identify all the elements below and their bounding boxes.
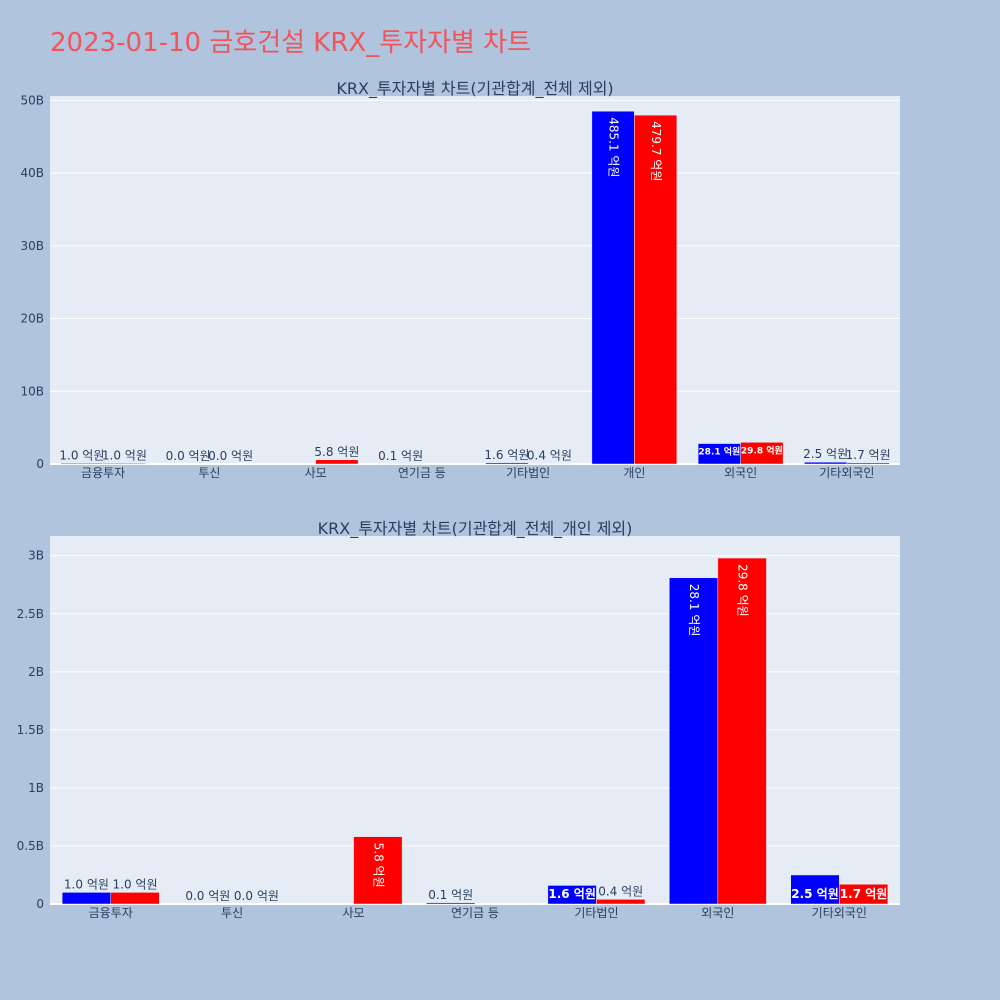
x-tick-label: 외국인	[701, 906, 734, 920]
plot-area	[50, 96, 900, 464]
x-tick-label: 개인	[623, 466, 645, 480]
chart-title: KRX_투자자별 차트(기관합계_전체_개인 제외)	[318, 519, 633, 539]
bar	[740, 442, 784, 465]
y-tick-label: 3B	[28, 549, 44, 563]
y-tick-label: 50B	[20, 93, 44, 107]
bar	[717, 557, 767, 905]
y-tick-label: 1.5B	[17, 723, 44, 737]
chart-bottom: KRX_투자자별 차트(기관합계_전체_개인 제외) 0 0.5B 1B 1.5B 2B 2…	[17, 519, 900, 920]
data-label: 0.0 억원	[166, 449, 211, 463]
x-tick-label: 사모	[305, 466, 327, 480]
bar	[634, 114, 678, 465]
x-tick-label: 투신	[221, 906, 243, 920]
data-label: 29.8 억원	[741, 444, 783, 456]
bar	[790, 874, 840, 905]
data-label: 1.7 억원	[846, 448, 891, 462]
data-label: 2.5 억원	[803, 447, 848, 461]
x-tick-label: 기타법인	[506, 466, 550, 480]
data-label: 1.0 억원	[102, 448, 147, 462]
x-tick-label: 외국인	[724, 466, 757, 480]
x-tick-label: 기타법인	[574, 906, 618, 920]
x-tick-label: 금융투자	[89, 906, 133, 920]
data-label: 2.5 억원	[791, 887, 839, 901]
data-label: 1.0 억원	[59, 448, 104, 462]
data-label: 0.1 억원	[378, 449, 423, 463]
y-tick-label: 1B	[28, 781, 44, 795]
data-label: 5.8 억원	[371, 843, 385, 888]
chart-top: KRX_투자자별 차트(기관합계_전체 제외) 0 10B 20B 30B 40B 50B 금…	[20, 79, 900, 480]
data-label: 0.0 억원	[234, 889, 279, 903]
bar	[596, 899, 646, 905]
data-label: 28.1 억원	[687, 584, 701, 637]
data-label: 1.7 억원	[840, 887, 888, 901]
data-label: 1.6 억원	[548, 887, 596, 901]
x-tick-label: 기타외국인	[819, 466, 874, 480]
bar	[426, 902, 476, 905]
x-tick-label: 금융투자	[81, 466, 125, 480]
y-tick-label: 0	[36, 897, 44, 911]
bar	[669, 577, 719, 905]
data-label: 0.4 억원	[598, 884, 643, 898]
page-title: 2023-01-10 금호건설 KRX_투자자별 차트	[50, 28, 532, 58]
x-tick-label: 연기금 등	[451, 906, 499, 920]
data-label: 0.0 억원	[208, 449, 253, 463]
data-label: 0.1 억원	[428, 888, 473, 902]
x-tick-label: 투신	[198, 466, 220, 480]
data-label: 5.8 억원	[314, 445, 359, 459]
y-tick-label: 30B	[20, 239, 44, 253]
data-label: 485.1 억원	[607, 117, 621, 177]
bar	[61, 892, 111, 905]
bar	[102, 463, 146, 465]
y-tick-label: 0	[36, 457, 44, 471]
y-tick-label: 10B	[20, 384, 44, 398]
y-tick-label: 20B	[20, 312, 44, 326]
y-tick-label: 2.5B	[17, 607, 44, 621]
data-label: 0.4 억원	[527, 449, 572, 463]
bar	[353, 836, 403, 905]
x-tick-label: 연기금 등	[398, 466, 446, 480]
data-label: 479.7 억원	[649, 121, 663, 181]
y-tick-label: 0.5B	[17, 839, 44, 853]
y-tick-label: 40B	[20, 166, 44, 180]
data-label: 1.6 억원	[484, 448, 529, 462]
data-label: 1.0 억원	[64, 877, 109, 891]
bar	[839, 884, 889, 905]
bar	[804, 461, 848, 465]
data-label: 28.1 억원	[698, 446, 740, 458]
bar	[60, 463, 104, 465]
bar	[485, 462, 529, 465]
chart-title: KRX_투자자별 차트(기관합계_전체 제외)	[336, 79, 613, 99]
bar	[846, 462, 890, 465]
data-label: 1.0 억원	[113, 877, 158, 891]
plot-area	[50, 536, 900, 904]
x-tick-label: 기타외국인	[812, 906, 867, 920]
data-label: 0.0 억원	[185, 889, 230, 903]
y-tick-label: 2B	[28, 665, 44, 679]
bar	[547, 885, 597, 905]
bar	[110, 892, 160, 905]
x-tick-label: 사모	[343, 906, 365, 920]
bar	[315, 459, 359, 465]
data-label: 29.8 억원	[736, 564, 750, 617]
